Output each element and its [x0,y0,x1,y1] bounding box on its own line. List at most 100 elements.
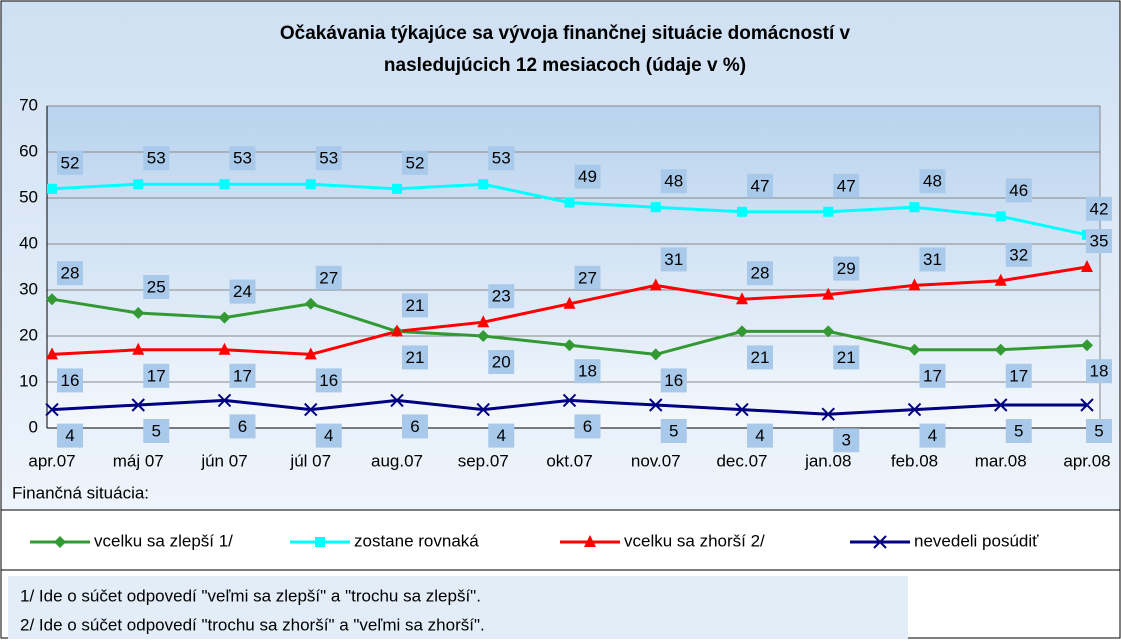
data-label-bg [747,345,773,370]
data-label: 6 [402,414,428,439]
data-label-bg [402,150,428,175]
data-label: 53 [229,146,256,171]
marker [562,393,577,408]
marker [390,393,404,408]
marker [584,535,596,547]
data-label-text: 17 [923,366,942,385]
marker [132,342,145,355]
marker [650,202,661,213]
marker [217,393,232,408]
data-label-text: 29 [837,259,856,278]
marker [47,183,57,194]
data-label: 46 [1005,178,1032,203]
data-label-text: 4 [755,426,764,445]
data-label: 18 [574,359,601,384]
data-label-bg [1086,196,1112,221]
data-label-bg [488,423,515,448]
data-label-bg [315,146,342,171]
data-label-text: 5 [1094,421,1103,440]
data-label-text: 17 [147,366,166,385]
data-label: 4 [315,423,342,448]
data-label: 23 [488,284,515,309]
data-label-text: 27 [578,268,597,287]
data-label: 48 [660,169,687,194]
marker [737,206,747,217]
marker [45,402,59,417]
data-label-bg [833,173,860,198]
y-tick-label: 20 [19,325,38,344]
data-label-bg [919,423,946,448]
data-label-text: 16 [319,371,338,390]
y-tick-label: 60 [19,141,38,160]
marker [908,343,921,356]
data-label-text: 52 [406,153,425,172]
y-tick-label: 0 [29,417,38,436]
y-tick-label: 30 [19,279,38,298]
marker [131,398,145,412]
data-label-text: 6 [238,417,247,436]
data-label-bg [1005,178,1032,203]
legend-box [0,509,1121,571]
data-label-text: 24 [233,282,252,301]
marker [392,183,402,194]
x-tick-label: máj 07 [113,451,164,470]
chart-title: Očakávania týkajúce sa vývoja finančnej … [280,23,851,44]
data-label-bg [1005,363,1032,388]
data-label-bg [402,414,428,439]
data-label-bg [315,423,342,448]
data-label-text: 4 [65,426,74,445]
marker [907,402,922,417]
data-label: 6 [574,414,601,439]
data-label: 16 [315,368,342,393]
y-tick-label: 10 [19,371,38,390]
data-label: 29 [833,256,860,281]
x-tick-label: jún 07 [200,451,247,470]
data-label-text: 21 [406,296,425,315]
footnote: 2/ Ide o súčet odpovedí "trochu sa zhorš… [20,615,485,634]
data-label: 24 [229,279,256,304]
marker [823,206,834,217]
data-label: 52 [402,150,428,175]
marker [821,407,835,421]
data-label-text: 5 [669,421,678,440]
marker [563,339,576,352]
data-label-bg [574,265,601,290]
marker [994,398,1008,412]
footnote: 1/ Ide o súčet odpovedí "veľmi sa zlepší… [20,586,481,605]
x-tick-label: sep.07 [458,451,509,470]
data-label-text: 3 [842,431,851,450]
data-label: 21 [402,345,428,370]
marker [54,536,66,548]
data-label: 21 [833,345,860,370]
marker [304,347,317,360]
marker [649,398,663,412]
data-label: 53 [315,146,342,171]
data-label: 21 [402,293,428,318]
data-label: 47 [747,173,773,198]
data-label-bg [919,363,946,388]
data-label-bg [747,261,773,286]
data-label: 53 [143,146,170,171]
marker [1081,260,1093,272]
marker [649,278,662,291]
marker [46,347,58,360]
data-label-bg [229,414,256,439]
x-tick-label: nov.07 [631,451,681,470]
data-label: 31 [919,247,946,272]
marker [218,311,231,324]
data-label-bg [1005,419,1032,443]
data-label: 17 [1005,363,1032,388]
marker [133,179,144,190]
data-label: 49 [574,164,601,189]
data-label: 16 [57,368,83,393]
x-tick-label: feb.08 [891,451,938,470]
data-label-bg [574,414,601,439]
marker [994,273,1007,286]
marker [736,292,748,305]
marker [995,211,1006,222]
y-tick-label: 50 [19,187,38,206]
data-label-bg [1005,242,1032,267]
legend-label: zostane rovnaká [354,531,479,550]
marker [736,325,748,338]
data-label-bg [747,423,773,448]
